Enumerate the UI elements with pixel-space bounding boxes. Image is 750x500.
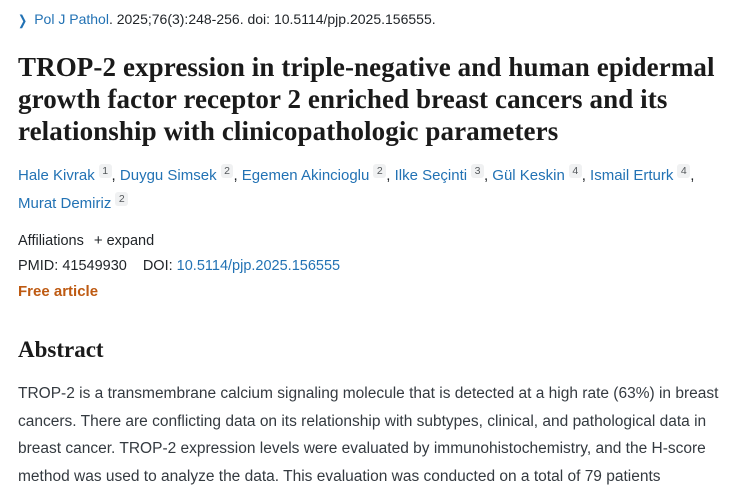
affiliations-row: Affiliations + expand (18, 232, 731, 249)
article-title: TROP-2 expression in triple-negative and… (18, 52, 715, 146)
expand-label: expand (106, 233, 155, 249)
author-separator: , (233, 167, 242, 184)
author-link[interactable]: Gül Keskin (492, 167, 565, 184)
citation-text: . 2025;76(3):248-256. doi: 10.5114/pjp.2… (108, 11, 436, 27)
author-separator: , (111, 167, 120, 184)
abstract-text: TROP-2 is a transmembrane calcium signal… (18, 385, 719, 485)
author-link[interactable]: Ismail Erturk (590, 167, 674, 184)
expand-affiliations-button[interactable]: + expand (94, 232, 154, 249)
author-separator: , (581, 167, 591, 184)
pmid-value: 41549930 (62, 258, 127, 274)
author-affiliation-number[interactable]: 3 (471, 164, 484, 178)
author-separator: , (690, 167, 695, 184)
plus-icon: + (93, 232, 103, 249)
author-item: Gül Keskin 4, (492, 164, 591, 184)
author-affiliation-number[interactable]: 4 (677, 164, 691, 178)
author-affiliation-number[interactable]: 2 (373, 164, 387, 178)
author-link[interactable]: Ilke Seçinti (394, 167, 468, 184)
abstract-heading: Abstract (18, 337, 104, 362)
author-item: Ismail Erturk 4, (590, 164, 695, 184)
author-separator: , (386, 167, 395, 184)
author-list: Hale Kivrak 1, Duygu Simsek 2, Egemen Akin… (18, 162, 730, 218)
free-article-badge: Free article (18, 283, 99, 300)
author-item: Egemen Akincioglu 2, (241, 164, 395, 184)
author-item: Ilke Seçinti 3, (394, 164, 493, 184)
author-affiliation-number[interactable]: 1 (98, 164, 112, 178)
journal-citation-line: ❯ Pol J Pathol. 2025;76(3):248-256. doi: … (18, 10, 731, 30)
journal-link[interactable]: Pol J Pathol (34, 11, 109, 27)
author-separator: , (483, 167, 493, 184)
author-affiliation-number[interactable]: 2 (220, 164, 234, 178)
author-item: Murat Demiriz 2 (18, 192, 129, 212)
author-link[interactable]: Egemen Akincioglu (241, 167, 370, 184)
author-item: Hale Kivrak 1, (18, 164, 120, 184)
affiliations-label: Affiliations (18, 233, 84, 249)
doi-label: DOI: (142, 258, 173, 274)
pmid-label: PMID: (18, 258, 59, 274)
doi-link[interactable]: 10.5114/pjp.2025.156555 (176, 258, 341, 274)
author-link[interactable]: Duygu Simsek (119, 167, 217, 184)
author-link[interactable]: Hale Kivrak (18, 167, 95, 184)
author-affiliation-number[interactable]: 2 (115, 192, 129, 206)
author-link[interactable]: Murat Demiriz (18, 195, 112, 212)
author-item: Duygu Simsek 2, (119, 164, 242, 184)
author-affiliation-number[interactable]: 4 (568, 164, 582, 178)
identifiers-row: PMID: 41549930 DOI: 10.5114/pjp.2025.1565… (18, 258, 731, 274)
chevron-right-icon[interactable]: ❯ (18, 13, 28, 29)
